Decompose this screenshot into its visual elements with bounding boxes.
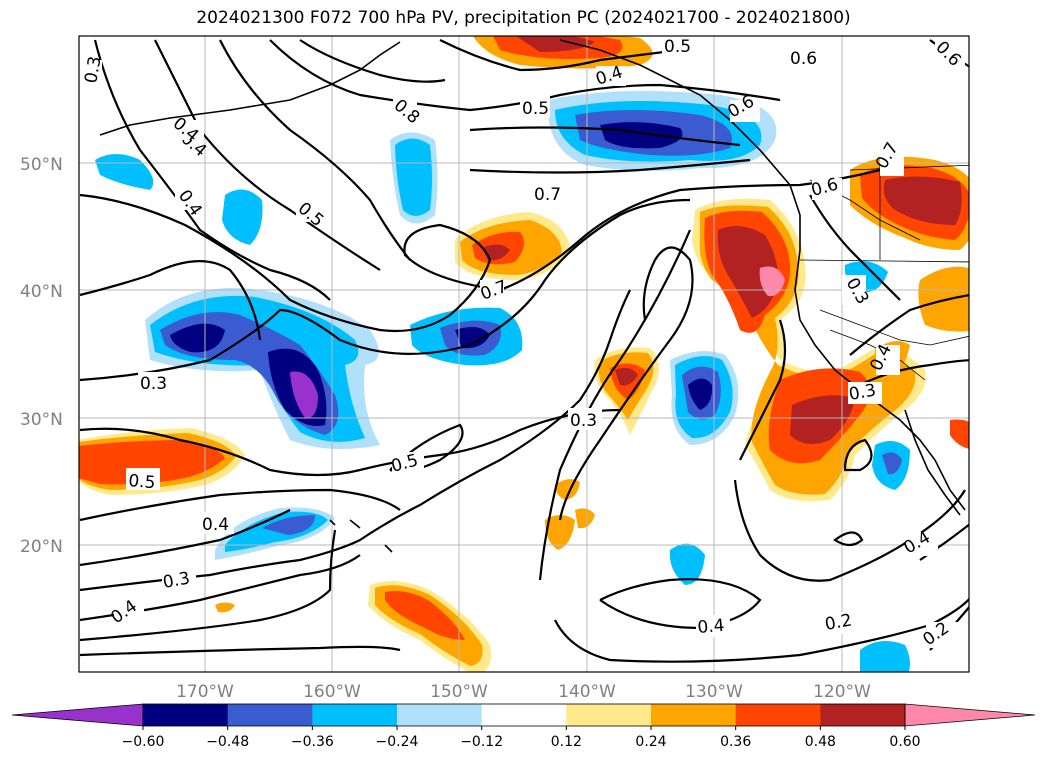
colorbar-cell: [820, 704, 906, 726]
colorbar-tick-label: 0.60: [889, 734, 920, 750]
lat-tick-20n: 20°N: [20, 537, 63, 557]
coastlines: [99, 39, 966, 553]
lon-tick-170w: 170°W: [176, 682, 234, 702]
svg-text:0.3: 0.3: [140, 374, 167, 394]
svg-text:0.3: 0.3: [570, 411, 597, 431]
colorbar-tick-label: −0.36: [291, 734, 334, 750]
colorbar-tick-label: −0.60: [122, 734, 165, 750]
svg-text:0.6: 0.6: [790, 49, 817, 69]
colorbar-cell: [143, 704, 229, 726]
svg-text:0.7: 0.7: [534, 185, 561, 205]
lat-tick-40n: 40°N: [20, 282, 63, 302]
colorbar-frame: [142, 703, 906, 727]
svg-text:0.5: 0.5: [522, 99, 549, 119]
precip-negative: [95, 91, 910, 672]
colorbar: −0.60 −0.48 −0.36 −0.24 −0.12 0.12 0.24 0.36 0.4…: [11, 703, 1036, 750]
lon-tick-150w: 150°W: [430, 682, 488, 702]
lon-tick-labels: 170°W 160°W 150°W 140°W 130°W 120°W: [176, 682, 871, 702]
colorbar-cell: [735, 704, 821, 726]
svg-text:0.3: 0.3: [161, 569, 191, 593]
colorbar-cell: [481, 704, 567, 726]
lat-tick-30n: 30°N: [20, 410, 63, 430]
lon-tick-130w: 130°W: [685, 682, 743, 702]
colorbar-cell: [397, 704, 483, 726]
figure-title: 2024021300 F072 700 hPa PV, precipitatio…: [196, 8, 851, 28]
colorbar-tick-label: −0.12: [460, 734, 503, 750]
svg-text:0.4: 0.4: [202, 515, 229, 535]
svg-text:0.3: 0.3: [847, 381, 877, 405]
svg-text:0.2: 0.2: [823, 611, 853, 635]
lat-tick-50n: 50°N: [20, 155, 63, 175]
svg-text:0.5: 0.5: [128, 471, 157, 493]
map-area: 0.3 0.4 0.4 0.4 0.5 0.5 0.8 0.5 0.4 0.6 …: [79, 36, 969, 672]
colorbar-tick-label: 0.48: [805, 734, 836, 750]
colorbar-tick-label: 0.24: [635, 734, 666, 750]
grid-lines: [79, 36, 969, 672]
lon-tick-160w: 160°W: [303, 682, 361, 702]
lon-tick-120w: 120°W: [813, 682, 871, 702]
map-frame: [78, 35, 970, 673]
colorbar-tick-label: 0.36: [720, 734, 751, 750]
colorbar-extend-max: [904, 703, 1036, 727]
svg-text:0.5: 0.5: [664, 37, 691, 57]
colorbar-tick-label: −0.24: [376, 734, 419, 750]
svg-text:0.3: 0.3: [81, 55, 105, 85]
lat-tick-labels: 50°N 40°N 30°N 20°N: [20, 155, 63, 557]
lon-tick-140w: 140°W: [558, 682, 616, 702]
precip-positive: [79, 36, 969, 672]
colorbar-cell: [651, 704, 737, 726]
colorbar-cell: [312, 704, 398, 726]
colorbar-tick-label: 0.12: [551, 734, 582, 750]
colorbar-cell: [566, 704, 652, 726]
colorbar-cell: [227, 704, 313, 726]
svg-text:0.4: 0.4: [697, 616, 726, 638]
colorbar-extend-min: [11, 703, 144, 727]
colorbar-tick-label: −0.48: [206, 734, 249, 750]
